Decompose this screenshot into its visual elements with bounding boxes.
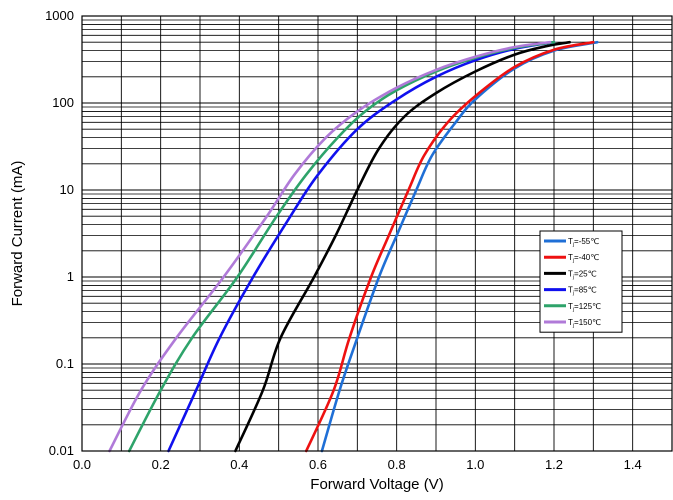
series-layer (108, 40, 599, 453)
legend-entry: Tj=85℃ (568, 286, 597, 297)
y-tick-label: 1 (67, 269, 74, 284)
legend-entry: Tj=25℃ (568, 269, 597, 280)
y-axis-title: Forward Current (mA) (9, 161, 26, 307)
x-tick-label: 1.0 (466, 457, 484, 472)
legend: Tj=-55℃ Tj=-40℃ Tj=25℃ Tj=85℃ Tj=125℃ Tj=150℃ (539, 230, 623, 333)
x-tick-label: 0.6 (309, 457, 327, 472)
legend-entry: Tj=125℃ (568, 302, 601, 313)
legend-box (539, 230, 623, 333)
x-tick-label: 0.4 (230, 457, 248, 472)
legend-entry: Tj=-40℃ (568, 253, 599, 264)
x-tick-label: 0.8 (388, 457, 406, 472)
legend-entry: Tj=-55℃ (568, 237, 599, 248)
series-line-4 (167, 40, 556, 453)
y-tick-label: 0.01 (49, 443, 74, 458)
x-tick-label: 1.4 (624, 457, 642, 472)
x-axis-title: Forward Voltage (V) (310, 476, 443, 493)
x-tick-label: 1.2 (545, 457, 563, 472)
x-tick-labels: 0.0 0.2 0.4 0.6 0.8 1.0 1.2 1.4 (73, 457, 642, 472)
x-tick-label: 0.2 (152, 457, 170, 472)
plot-frame (81, 15, 673, 452)
series-line-2 (304, 40, 595, 453)
legend-entry: Tj=150℃ (568, 318, 601, 329)
y-tick-label: 0.1 (56, 356, 74, 371)
series-line-6 (108, 40, 552, 453)
series-line-3 (234, 40, 571, 453)
y-tick-label: 100 (52, 95, 74, 110)
y-tick-labels: 0.01 0.1 1 10 100 1000 (45, 8, 74, 458)
y-tick-label: 1000 (45, 8, 74, 23)
y-tick-label: 10 (60, 182, 74, 197)
x-tick-label: 0.0 (73, 457, 91, 472)
